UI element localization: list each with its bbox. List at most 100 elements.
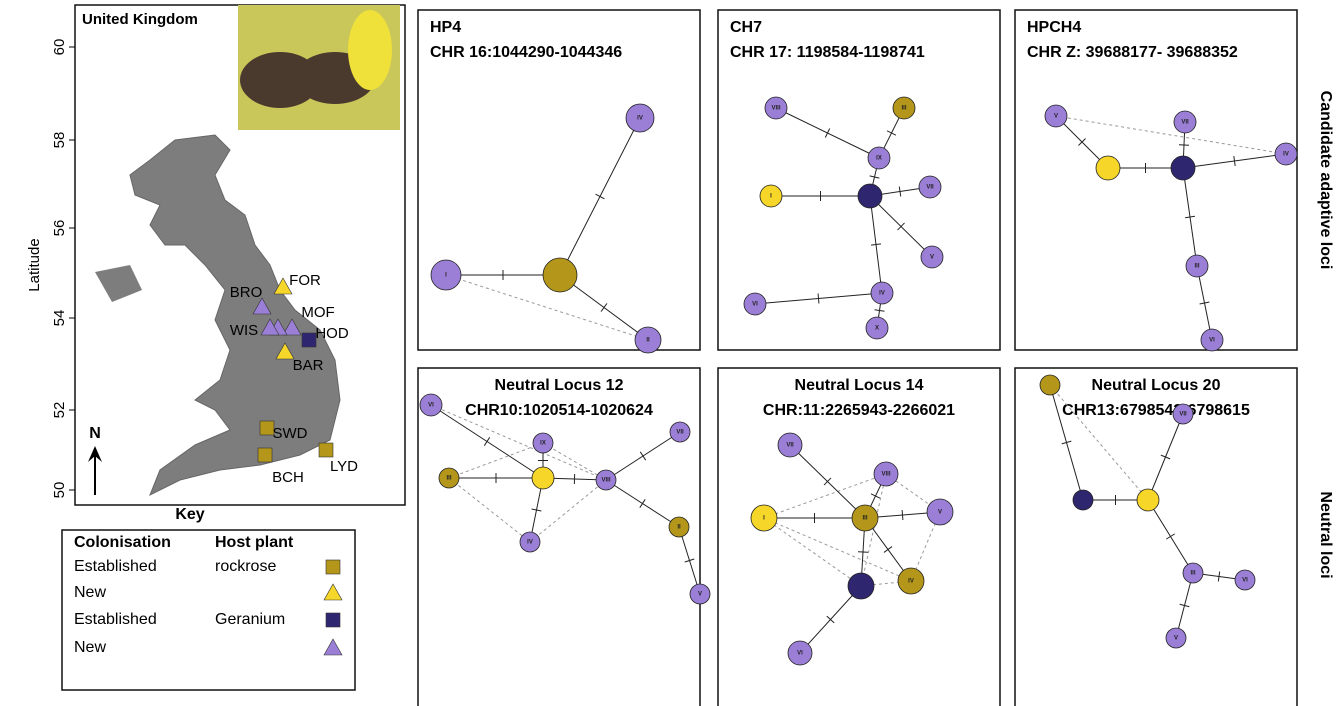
mutation-tick bbox=[484, 437, 489, 445]
haplotype-label: VII bbox=[1181, 120, 1189, 126]
panel-title: HP4 bbox=[430, 19, 461, 36]
mutation-tick bbox=[596, 194, 605, 199]
haplotype bbox=[1137, 489, 1159, 511]
haplotype-label: VIII bbox=[771, 106, 780, 112]
mutation-tick bbox=[858, 552, 868, 553]
mutation-tick bbox=[1185, 216, 1195, 217]
mutation-tick bbox=[902, 510, 903, 520]
mutation-tick bbox=[887, 131, 896, 135]
haplotype bbox=[532, 467, 554, 489]
mutation-tick bbox=[871, 494, 880, 498]
haplotype-label: IX bbox=[540, 441, 546, 447]
north: N bbox=[89, 425, 101, 442]
dashed-link bbox=[530, 480, 606, 542]
panel-title: Neutral Locus 12 bbox=[495, 377, 624, 394]
site-marker bbox=[319, 443, 333, 457]
haplotype-label: V bbox=[930, 255, 934, 261]
dashed-link bbox=[449, 443, 543, 478]
haplotype-label: V bbox=[1174, 636, 1178, 642]
mutation-tick bbox=[884, 547, 892, 553]
site-marker bbox=[324, 639, 342, 655]
panel-title: Neutral Locus 20 bbox=[1092, 377, 1221, 394]
figure: United Kingdom Latitude N Key Colonisati… bbox=[0, 0, 1339, 706]
haplotype-label: VI bbox=[1209, 338, 1215, 344]
site-label: WIS bbox=[230, 322, 258, 339]
haplotype-label: VII bbox=[676, 430, 684, 436]
key-colonisation: New bbox=[74, 639, 106, 656]
dashed-link bbox=[764, 518, 911, 581]
panel-subtitle: CHR13:6798543-6798615 bbox=[1062, 402, 1250, 419]
panel-subtitle: CHR10:1020514-1020624 bbox=[465, 402, 653, 419]
haplotype-label: VI bbox=[752, 302, 758, 308]
panel-title: HPCH4 bbox=[1027, 19, 1081, 36]
y-label: Latitude bbox=[26, 238, 43, 291]
panel-subtitle: CHR 16:1044290-1044346 bbox=[430, 44, 622, 61]
site-label: HOD bbox=[315, 325, 349, 342]
mutation-tick bbox=[871, 244, 881, 245]
mutation-tick bbox=[875, 310, 885, 311]
haplotype-label: IV bbox=[637, 116, 643, 122]
key-host: Geranium bbox=[215, 611, 285, 628]
mutation-tick bbox=[640, 499, 645, 507]
site-marker bbox=[326, 613, 340, 627]
haplotype-label: III bbox=[1194, 264, 1199, 270]
key-colonisation: Established bbox=[74, 558, 157, 575]
haplotype-label: VIII bbox=[601, 478, 610, 484]
y-tick-label: 58 bbox=[51, 132, 68, 149]
key-frame bbox=[62, 530, 355, 690]
haplotype bbox=[543, 258, 577, 292]
haplotype-label: V bbox=[698, 592, 702, 598]
site-marker bbox=[258, 448, 272, 462]
haplotype-label: IV bbox=[1283, 152, 1289, 158]
haplotype-label: III bbox=[1190, 571, 1195, 577]
haplotype-label: V bbox=[1054, 114, 1058, 120]
haplotype-label: VI bbox=[1242, 578, 1248, 584]
haplotype bbox=[858, 184, 882, 208]
haplotype bbox=[1040, 375, 1060, 395]
mutation-tick bbox=[825, 129, 829, 138]
mutation-tick bbox=[1166, 534, 1175, 539]
site-label: LYD bbox=[330, 458, 358, 475]
dashed-link bbox=[1056, 116, 1286, 154]
haplotype-label: IX bbox=[876, 156, 882, 162]
ni-map bbox=[95, 265, 142, 302]
site-label: SWD bbox=[273, 425, 308, 442]
site-label: FOR bbox=[289, 272, 321, 289]
row-label: Candidate adaptive loci bbox=[1317, 91, 1334, 270]
haplotype-label: III bbox=[901, 106, 906, 112]
mutation-tick bbox=[640, 452, 645, 460]
haplotype-label: III bbox=[862, 516, 867, 522]
y-tick-label: 56 bbox=[51, 220, 68, 237]
haplotype-label: IV bbox=[908, 579, 914, 585]
key-header: Host plant bbox=[215, 534, 294, 551]
haplotype bbox=[1073, 490, 1093, 510]
site-marker bbox=[324, 584, 342, 600]
haplotype-label: II bbox=[677, 525, 681, 531]
key-colonisation: New bbox=[74, 584, 106, 601]
haplotype-label: V bbox=[938, 510, 942, 516]
haplotype-label: VI bbox=[428, 403, 434, 409]
site-label: MOF bbox=[301, 304, 334, 321]
y-tick-label: 52 bbox=[51, 402, 68, 419]
site-label: BAR bbox=[293, 357, 324, 374]
y-tick-label: 54 bbox=[51, 310, 68, 327]
mutation-tick bbox=[601, 303, 607, 311]
panel-title: Neutral Locus 14 bbox=[795, 377, 924, 394]
haplotype-label: VI bbox=[797, 651, 803, 657]
haplotype bbox=[1171, 156, 1195, 180]
map-title: United Kingdom bbox=[82, 11, 198, 28]
haplotype-label: VIII bbox=[881, 472, 890, 478]
haplotype-label: III bbox=[446, 476, 451, 482]
haplotype-label: IV bbox=[879, 291, 885, 297]
haplotype-label: X bbox=[875, 326, 879, 332]
dashed-link bbox=[764, 518, 861, 586]
haplotype-label: VII bbox=[786, 443, 794, 449]
y-tick-label: 60 bbox=[51, 39, 68, 56]
haplotype-label: IV bbox=[527, 540, 533, 546]
panel-subtitle: CHR:11:2265943-2266021 bbox=[763, 402, 955, 419]
haplotype bbox=[1096, 156, 1120, 180]
key-host: rockrose bbox=[215, 558, 276, 575]
mutation-tick bbox=[818, 294, 819, 304]
site-label: BRO bbox=[230, 284, 263, 301]
y-tick-label: 50 bbox=[51, 482, 68, 499]
